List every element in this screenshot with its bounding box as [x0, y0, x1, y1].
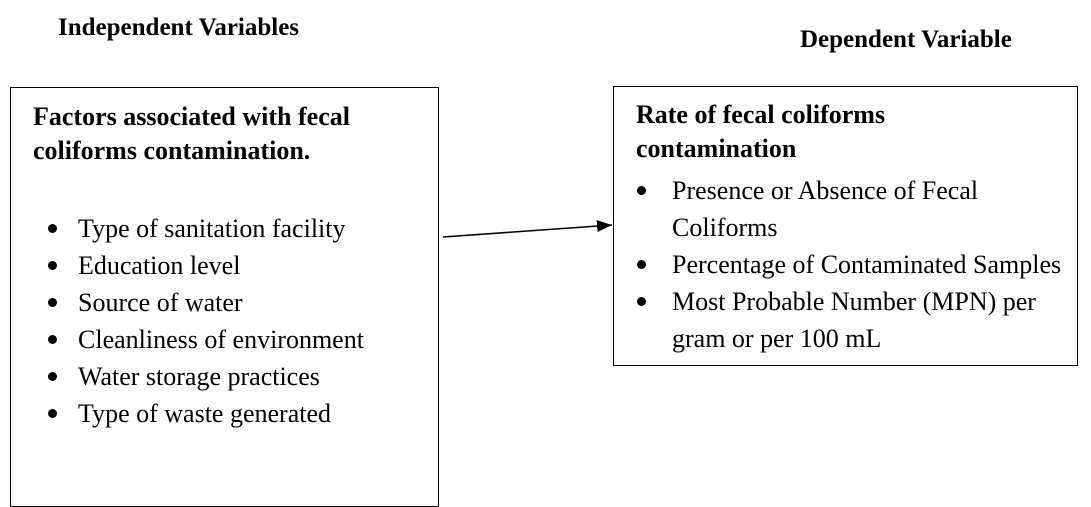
- connector: [442, 220, 613, 238]
- dependent-heading: Dependent Variable: [800, 26, 1012, 53]
- page: Independent Variables Dependent Variable…: [10, 14, 1078, 507]
- list-item: Education level: [48, 247, 428, 284]
- list-item: Water storage practices: [48, 358, 428, 395]
- independent-heading: Independent Variables: [58, 14, 300, 41]
- list-item: Type of waste generated: [48, 395, 428, 432]
- list-item: Percentage of Contaminated Samples: [637, 246, 1074, 283]
- dependent-list: Presence or Absence of Fecal Coliforms Pe…: [637, 172, 1074, 357]
- dependent-box: [613, 86, 1078, 366]
- arrow: [442, 220, 613, 238]
- list-item: Cleanliness of environment: [48, 321, 428, 358]
- list-item: Presence or Absence of Fecal Coliforms: [637, 172, 1074, 246]
- list-item: Source of water: [48, 284, 428, 321]
- list-item: Most Probable Number (MPN) per gram or p…: [637, 283, 1074, 357]
- independent-title: Factors associated with fecal coliforms …: [33, 102, 350, 165]
- independent-list: Type of sanitation facility Education lev…: [48, 210, 428, 432]
- list-item: Type of sanitation facility: [48, 210, 428, 247]
- dependent-title: Rate of fecal coliforms contamination: [636, 100, 886, 163]
